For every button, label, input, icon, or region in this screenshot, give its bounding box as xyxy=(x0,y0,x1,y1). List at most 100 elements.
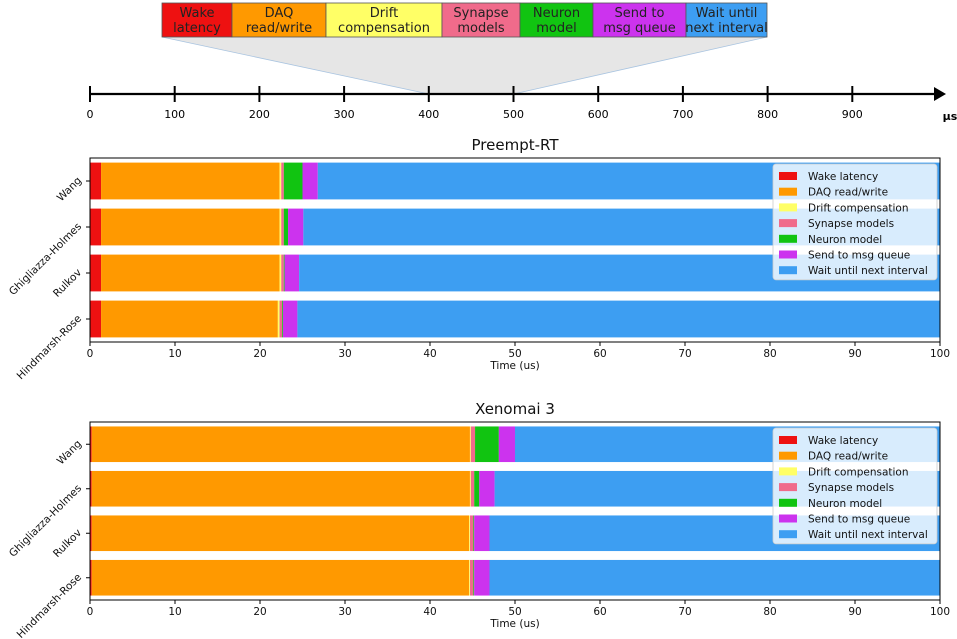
bar-daq-read-write xyxy=(91,426,470,463)
y-tick-label: Rulkov xyxy=(51,267,84,300)
bar-drift-compensation xyxy=(277,300,280,338)
y-tick-label: Wang xyxy=(55,175,84,204)
x-tick-label: 30 xyxy=(338,606,351,618)
timeline-tick-label: 100 xyxy=(164,108,185,121)
bar-daq-read-write xyxy=(101,208,280,246)
header-box-label: next interval xyxy=(685,21,768,36)
bar-synapse-models xyxy=(469,515,474,552)
header-box-label: Neuron xyxy=(533,6,580,21)
x-tick-label: 40 xyxy=(423,348,436,360)
legend-swatch-daq-read-write xyxy=(779,187,797,196)
header-box-fill xyxy=(231,2,327,38)
bar-wake-latency xyxy=(90,470,92,507)
header-box-label: compensation xyxy=(338,21,430,36)
zoom-funnel-left-edge xyxy=(161,36,429,95)
bar-send-to-msg-queue xyxy=(288,208,304,246)
x-tick-label: 0 xyxy=(87,348,94,360)
legend-label-synapse-models: Synapse models xyxy=(808,482,894,494)
x-tick-label: 30 xyxy=(338,348,351,360)
bar-send-to-msg-queue xyxy=(302,162,318,200)
legend-label-wake-latency: Wake latency xyxy=(808,435,878,447)
x-tick-label: 80 xyxy=(763,348,776,360)
legend-swatch-wait-until-next-interval xyxy=(779,530,797,539)
y-tick-label: Wang xyxy=(55,438,84,467)
x-tick-label: 20 xyxy=(253,606,266,618)
legend-swatch-send-to-msg-queue xyxy=(779,250,797,259)
bar-wait-until-next-interval xyxy=(297,300,940,338)
bar-drift-compensation xyxy=(279,254,282,292)
timeline-tick-label: 200 xyxy=(249,108,270,121)
x-tick-label: 10 xyxy=(168,606,181,618)
bar-drift-compensation xyxy=(279,162,282,200)
header-box-label: DAQ xyxy=(265,6,294,21)
bar-neuron-model xyxy=(474,470,480,507)
chart-preempt-rt: Preempt-RTWangGhigliazza-HolmesRulkovHin… xyxy=(7,136,950,382)
chart-title: Preempt-RT xyxy=(472,136,560,154)
legend-swatch-wake-latency xyxy=(779,172,797,180)
bar-send-to-msg-queue xyxy=(479,470,495,507)
legend-swatch-wake-latency xyxy=(779,436,797,444)
zoom-funnel xyxy=(162,37,767,94)
legend-label-daq-read-write: DAQ read/write xyxy=(808,187,888,199)
legend-label-daq-read-write: DAQ read/write xyxy=(808,451,888,463)
bar-send-to-msg-queue xyxy=(474,515,490,552)
legend-swatch-drift-compensation xyxy=(779,467,797,476)
legend-box xyxy=(772,163,938,281)
bar-synapse-models xyxy=(470,426,476,463)
legend-swatch-daq-read-write xyxy=(779,451,797,460)
y-tick-label: Rulkov xyxy=(51,527,84,560)
bar-daq-read-write xyxy=(91,515,470,552)
bar-synapse-models xyxy=(281,162,284,200)
bar-daq-read-write xyxy=(101,254,280,292)
phase-header: WakelatencyDAQread/writeDriftcompensatio… xyxy=(161,2,768,95)
legend-swatch-synapse-models xyxy=(779,483,797,492)
legend-label-wake-latency: Wake latency xyxy=(808,171,878,183)
y-tick-label: Hindmarsh-Rose xyxy=(15,571,84,639)
header-box-label: Wake xyxy=(179,6,214,21)
timeline-axis: 0 100 200 300 400 500 600 700 800 900 µs xyxy=(87,86,957,123)
bar-daq-read-write xyxy=(101,162,280,200)
bar-row-hindmarsh-rose xyxy=(90,559,940,596)
header-box-fill xyxy=(441,2,521,38)
legend-label-neuron-model: Neuron model xyxy=(808,234,882,246)
y-tick-label: Hindmarsh-Rose xyxy=(15,313,84,382)
legend-label-drift-compensation: Drift compensation xyxy=(808,466,909,478)
x-tick-label: 40 xyxy=(423,606,436,618)
header-box-label: read/write xyxy=(246,21,312,36)
legend-label-neuron-model: Neuron model xyxy=(808,498,882,510)
bar-neuron-model xyxy=(283,162,303,200)
chart-title: Xenomai 3 xyxy=(475,400,555,418)
bar-send-to-msg-queue xyxy=(474,559,490,596)
bar-drift-compensation xyxy=(469,559,470,596)
timeline-tick-label: 800 xyxy=(757,108,778,121)
legend-label-drift-compensation: Drift compensation xyxy=(808,202,909,214)
x-tick-label: 70 xyxy=(678,606,691,618)
header-box-label: models xyxy=(457,21,504,36)
bar-send-to-msg-queue xyxy=(498,426,515,463)
x-tick-label: 50 xyxy=(508,348,521,360)
bar-wake-latency xyxy=(90,559,92,596)
bar-drift-compensation xyxy=(469,426,471,463)
header-box-label: msg queue xyxy=(603,21,676,36)
legend-box xyxy=(772,427,938,545)
x-tick-label: 60 xyxy=(593,348,606,360)
x-tick-label: 80 xyxy=(763,606,776,618)
legend-swatch-wait-until-next-interval xyxy=(779,266,797,275)
bar-wake-latency xyxy=(90,208,102,246)
bar-drift-compensation xyxy=(469,470,471,507)
timeline-arrow-head xyxy=(934,87,946,101)
legend-swatch-neuron-model xyxy=(779,234,797,243)
legend: Wake latency DAQ read/write Drift compensa… xyxy=(772,163,938,281)
zoom-funnel-right-edge xyxy=(513,36,768,95)
bar-daq-read-write xyxy=(91,559,470,596)
legend-swatch-neuron-model xyxy=(779,498,797,507)
x-tick-label: 90 xyxy=(848,348,861,360)
